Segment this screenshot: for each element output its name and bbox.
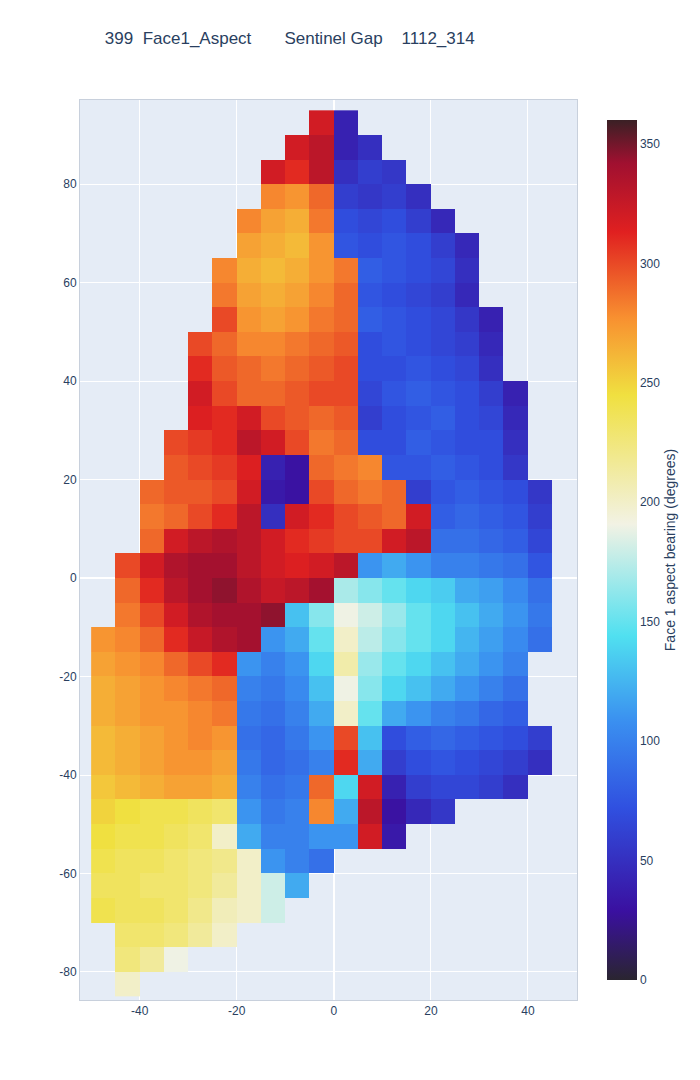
svg-text:0: 0 [70, 571, 77, 585]
svg-text:Face 1 aspect bearing (degrees: Face 1 aspect bearing (degrees) [662, 449, 678, 651]
svg-text:250: 250 [640, 376, 660, 390]
svg-text:20: 20 [424, 1004, 438, 1018]
svg-text:150: 150 [640, 615, 660, 629]
svg-text:20: 20 [63, 473, 77, 487]
svg-text:-80: -80 [59, 965, 77, 979]
svg-text:399 Face1_Aspect Sentin: 399 Face1_Aspect Sentinel Gap 1112_314 [105, 29, 475, 48]
svg-text:0: 0 [640, 973, 647, 987]
svg-text:-20: -20 [59, 670, 77, 684]
svg-text:80: 80 [63, 177, 77, 191]
svg-text:-40: -40 [59, 768, 77, 782]
svg-text:100: 100 [640, 734, 660, 748]
svg-text:0: 0 [330, 1004, 337, 1018]
svg-text:-40: -40 [131, 1004, 149, 1018]
svg-text:50: 50 [640, 854, 654, 868]
svg-text:300: 300 [640, 257, 660, 271]
svg-text:200: 200 [640, 495, 660, 509]
svg-text:40: 40 [521, 1004, 535, 1018]
svg-text:40: 40 [63, 374, 77, 388]
svg-text:350: 350 [640, 137, 660, 151]
svg-text:-60: -60 [59, 867, 77, 881]
svg-text:60: 60 [63, 276, 77, 290]
svg-text:-20: -20 [228, 1004, 246, 1018]
